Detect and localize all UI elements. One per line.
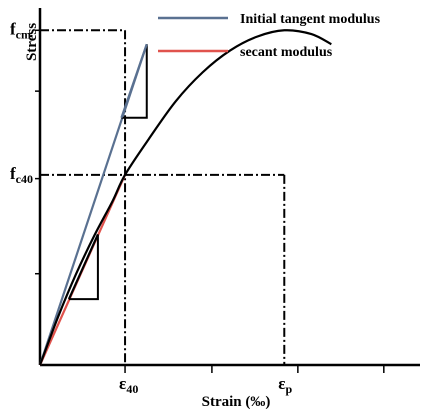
x-marker-label-1: εp bbox=[278, 374, 292, 396]
series-line-2 bbox=[38, 29, 332, 366]
modulus-triangles bbox=[67, 43, 148, 301]
marker-labels: fcm fc40 ε40 εp bbox=[10, 19, 293, 396]
x-marker-label-0: ε40 bbox=[119, 374, 138, 396]
series-group bbox=[38, 29, 332, 366]
y-marker-label-1: fc40 bbox=[10, 164, 33, 186]
legend: Initial tangent modulus secant modulus bbox=[158, 12, 381, 60]
y-axis-label: Stress bbox=[24, 23, 40, 61]
legend-label-0: Initial tangent modulus bbox=[240, 12, 381, 27]
y-marker-label-0: fcm bbox=[10, 19, 31, 41]
axis-labels: Stress Strain (‰) bbox=[24, 23, 270, 410]
x-axis-label: Strain (‰) bbox=[202, 394, 271, 410]
triangle-legs-0 bbox=[121, 44, 148, 119]
triangle-hypotenuse-1 bbox=[67, 233, 99, 300]
triangle-legs-1 bbox=[68, 234, 99, 301]
legend-label-1: secant modulus bbox=[240, 45, 333, 60]
triangle-hypotenuse-0 bbox=[120, 43, 148, 119]
guide-lines bbox=[40, 29, 286, 365]
axes bbox=[35, 8, 420, 373]
